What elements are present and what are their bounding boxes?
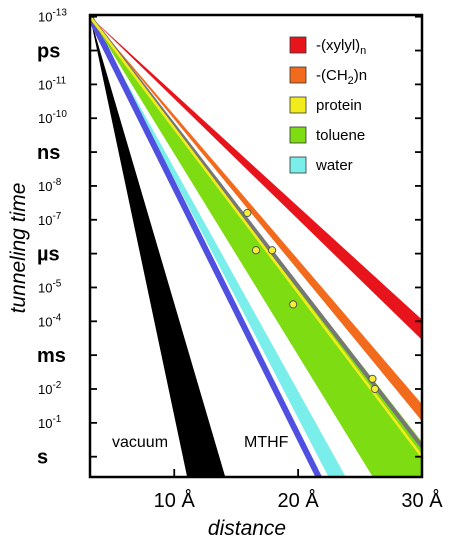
plot-area <box>90 15 422 477</box>
legend-swatch-protein <box>289 96 307 114</box>
y-tick-label-5: 10-8 <box>38 177 62 194</box>
legend-label-main: water <box>315 157 353 174</box>
legend: -(xylyl)n -(CH2)n protein toluene water <box>289 36 367 174</box>
legend-label-subscript: 2 <box>348 75 354 87</box>
series-xylyl-line <box>90 16 422 340</box>
protein-data-point-6 <box>370 384 380 394</box>
plot-frame <box>88 13 424 479</box>
x-tick-label-2: 30 Å <box>401 489 443 512</box>
legend-label-water: water <box>315 157 353 174</box>
y-tick-label-exponent: -10 <box>52 109 67 120</box>
protein-data-point-4 <box>289 300 298 309</box>
legend-label-toluene: toluene <box>316 127 365 144</box>
x-tick-label-1: 20 Å <box>278 489 320 512</box>
legend-label-xylyl: -(xylyl)n <box>316 37 366 57</box>
x-axis-title: distance <box>208 517 286 540</box>
legend-label-main: -(CH <box>316 67 348 84</box>
legend-label-protein: protein <box>316 97 362 114</box>
y-tick-label-exponent: -7 <box>52 211 61 222</box>
legend-label-tail: )n <box>354 67 367 84</box>
legend-swatch-water <box>289 156 307 174</box>
tick-labels: 10-13ps10-1110-10ns10-810-7µs10-510-4ms1… <box>37 8 443 512</box>
y-tick-label-0: 10-13 <box>38 8 67 25</box>
y-tick-label-13: s <box>37 447 48 469</box>
y-tick-label-12: 10-1 <box>38 414 62 431</box>
y-tick-label-8: 10-5 <box>38 278 62 295</box>
x-tick-label-0: 10 Å <box>154 489 196 512</box>
legend-swatch-xylyl <box>289 36 307 54</box>
protein-data-point-1 <box>243 208 252 218</box>
y-tick-label-exponent: -4 <box>52 312 61 323</box>
series-protein-line <box>90 15 422 458</box>
legend-label-main: toluene <box>316 127 365 144</box>
legend-label-main: protein <box>316 97 362 114</box>
y-tick-label-6: 10-7 <box>38 211 62 228</box>
series-vacuum-band <box>90 16 226 477</box>
y-tick-label-exponent: -2 <box>52 380 61 391</box>
y-tick-label-base: 10 <box>38 382 52 397</box>
y-tick-label-3: 10-10 <box>38 109 67 126</box>
annotation-mthf: MTHF <box>244 434 289 451</box>
y-tick-label-exponent: -13 <box>52 8 67 19</box>
annotations: vacuum MTHF <box>112 434 289 451</box>
y-tick-label-11: 10-2 <box>38 380 62 397</box>
y-axis-title: tunneling time <box>7 183 30 314</box>
y-tick-label-base: 10 <box>38 111 52 126</box>
y-tick-label-base: 10 <box>38 179 52 194</box>
y-tick-label-base: 10 <box>38 77 52 92</box>
y-tick-label-10: ms <box>37 345 66 367</box>
series-water-band <box>90 16 346 477</box>
series-mthf-line <box>90 15 323 477</box>
y-tick-label-2: 10-11 <box>38 75 67 92</box>
y-tick-label-exponent: -1 <box>52 414 61 425</box>
y-tick-label-base: 10 <box>38 314 52 329</box>
axis-ticks <box>90 15 423 477</box>
protein-data-point-5 <box>368 374 377 383</box>
y-tick-label-7: µs <box>37 244 60 266</box>
y-tick-label-4: ns <box>37 142 60 164</box>
legend-swatch-ch2 <box>289 66 307 84</box>
protein-data-point-2 <box>251 246 261 255</box>
series-ch2-line <box>90 16 422 422</box>
y-tick-label-exponent: -8 <box>52 177 61 188</box>
legend-label-main: -(xylyl) <box>316 37 360 54</box>
y-tick-label-base: 10 <box>38 416 52 431</box>
y-tick-label-exponent: -11 <box>52 75 66 86</box>
y-tick-label-exponent: -5 <box>52 278 61 289</box>
y-tick-label-9: 10-4 <box>38 312 62 329</box>
y-tick-label-base: 10 <box>38 10 52 25</box>
y-tick-label-base: 10 <box>38 280 52 295</box>
protein-data-point-3 <box>268 246 277 255</box>
legend-swatch-toluene <box>289 126 307 144</box>
legend-label-subscript: n <box>360 45 366 57</box>
annotation-vacuum: vacuum <box>112 434 168 451</box>
y-tick-label-base: 10 <box>38 213 52 228</box>
legend-label-ch2: -(CH2)n <box>316 67 367 87</box>
y-tick-label-1: ps <box>37 41 60 63</box>
